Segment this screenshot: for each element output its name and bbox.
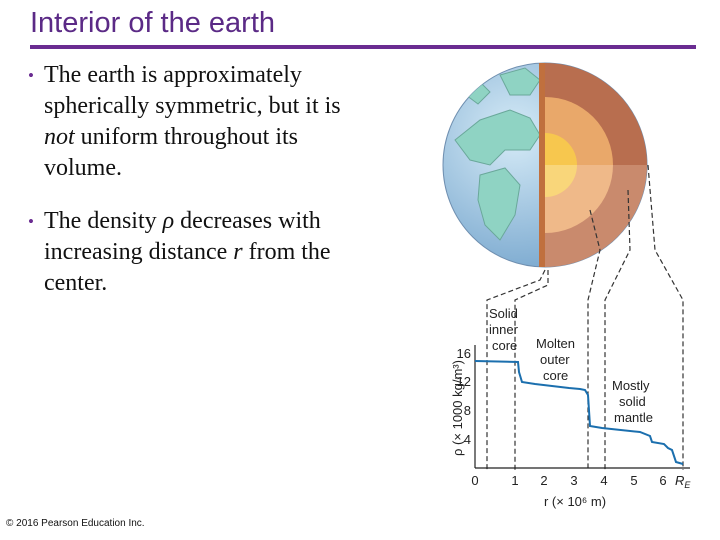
y-tick-8: 8 bbox=[464, 403, 471, 418]
inner-core-label-2: inner bbox=[489, 322, 519, 337]
cut-edge bbox=[539, 63, 545, 267]
bullet-dot-icon: • bbox=[28, 212, 34, 231]
x-end-label: RE bbox=[675, 473, 691, 490]
region-labels: Solid inner core Molten outer core Mostl… bbox=[489, 306, 653, 425]
inner-core-label-3: core bbox=[492, 338, 517, 353]
bullet-2-rho: ρ bbox=[162, 208, 175, 234]
bullet-1-emphasis: not bbox=[44, 124, 75, 150]
outer-core-label-1: Molten bbox=[536, 336, 575, 351]
x-tick-1: 1 bbox=[511, 473, 518, 488]
bullet-2-text-a: The density bbox=[44, 208, 163, 234]
x-tick-2: 2 bbox=[540, 473, 547, 488]
x-tick-3: 3 bbox=[570, 473, 577, 488]
x-tick-0: 0 bbox=[471, 473, 478, 488]
mantle-label-1: Mostly bbox=[612, 378, 650, 393]
outer-core-label-2: outer bbox=[540, 352, 570, 367]
slide-title: Interior of the earth bbox=[30, 7, 276, 39]
inner-core-layer bbox=[545, 133, 577, 165]
y-tick-4: 4 bbox=[464, 432, 471, 447]
bullet-2-r: r bbox=[233, 239, 243, 265]
leader-lines bbox=[486, 164, 684, 470]
title-rule bbox=[30, 45, 696, 49]
bullet-list: • The earth is approximately spherically… bbox=[28, 60, 358, 321]
x-tick-6: 6 bbox=[659, 473, 666, 488]
y-tick-16: 16 bbox=[457, 346, 471, 361]
density-plot: 4 8 12 16 0 1 2 3 4 5 6 RE r (× 10⁶ m) ρ… bbox=[450, 345, 691, 509]
bullet-2: • The density ρ decreases with increasin… bbox=[28, 206, 358, 299]
mantle-label-2: solid bbox=[619, 394, 646, 409]
x-axis-title: r (× 10⁶ m) bbox=[544, 494, 606, 509]
earth-globe bbox=[442, 62, 648, 268]
y-axis-title: ρ (× 1000 kg/m³) bbox=[450, 360, 465, 456]
inner-core-label-1: Solid bbox=[489, 306, 518, 321]
mantle-label-3: mantle bbox=[614, 410, 653, 425]
y-tick-12: 12 bbox=[457, 374, 471, 389]
cut-face-inner bbox=[545, 165, 577, 197]
copyright-text: © 2016 Pearson Education Inc. bbox=[6, 518, 145, 529]
bullet-1-text-a: The earth is approximately spherically s… bbox=[44, 62, 341, 119]
bullet-2-text-b: decreases with increasing distance bbox=[44, 208, 321, 265]
outer-core-label-3: core bbox=[543, 368, 568, 383]
x-tick-5: 5 bbox=[630, 473, 637, 488]
bullet-1-text-b: uniform throughout its volume. bbox=[44, 124, 298, 181]
bullet-2-text-c: from the center. bbox=[44, 239, 331, 296]
bullet-1: • The earth is approximately spherically… bbox=[28, 60, 358, 184]
bullet-dot-icon: • bbox=[28, 66, 34, 85]
density-curve bbox=[474, 360, 684, 465]
x-tick-4: 4 bbox=[600, 473, 607, 488]
